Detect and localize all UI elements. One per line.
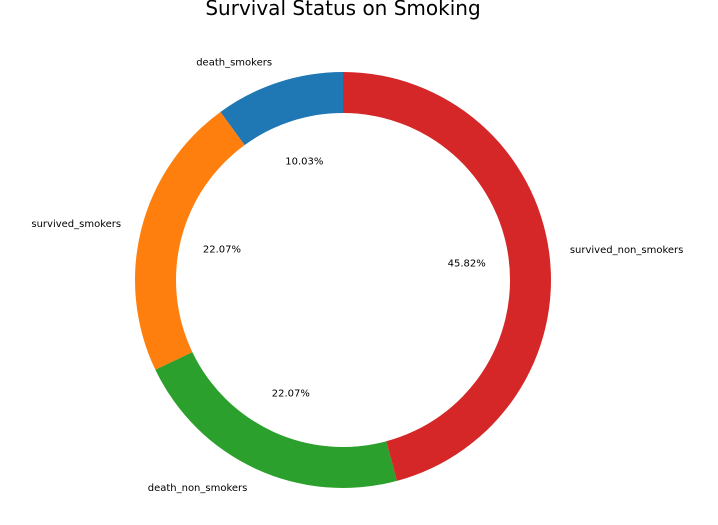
slice-death-smokers xyxy=(220,72,343,146)
slice-label-death-smokers: death_smokers xyxy=(196,57,272,68)
pct-label-death-non-smokers: 22.07% xyxy=(272,388,310,399)
slices-group xyxy=(134,72,551,488)
slice-label-death-non-smokers: death_non_smokers xyxy=(148,483,248,494)
slice-label-survived-smokers: survived_smokers xyxy=(31,219,121,230)
slice-label-survived-non-smokers: survived_non_smokers xyxy=(570,245,684,256)
labels-group: death_smokers 10.03% survived_smokers 22.07… xyxy=(31,57,683,493)
pct-label-survived-non-smokers: 45.82% xyxy=(448,259,486,270)
chart-title: Survival Status on Smoking xyxy=(205,0,480,20)
pct-label-survived-smokers: 22.07% xyxy=(203,244,241,255)
slice-death-non-smokers xyxy=(155,352,397,488)
slice-survived-smokers xyxy=(134,111,245,370)
slice-survived-non-smokers xyxy=(343,72,551,481)
pct-label-death-smokers: 10.03% xyxy=(285,156,323,167)
